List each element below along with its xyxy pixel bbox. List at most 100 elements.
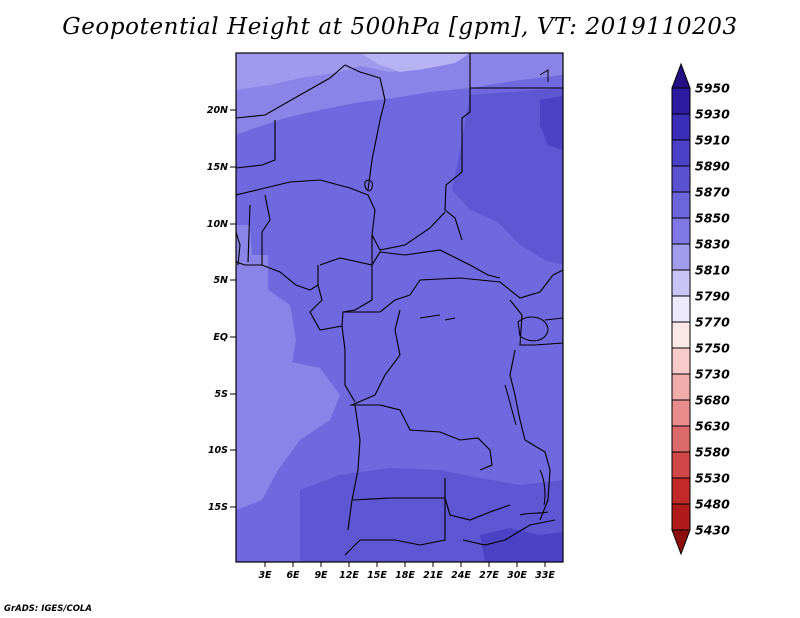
- colorbar-label: 5430: [695, 523, 730, 538]
- lon-label: 18E: [395, 570, 415, 581]
- colorbar-segment: [671, 451, 691, 479]
- colorbar-label: 5480: [695, 497, 730, 512]
- border-uganda-kenya: [509, 299, 563, 346]
- lake-malawi: [539, 469, 546, 506]
- colorbar-segment: [671, 321, 691, 349]
- lon-label: 6E: [286, 570, 300, 581]
- longitude-axis: 3E 6E 9E 12E 15E 18E 21E 24E 27E 30E 33E: [258, 562, 555, 581]
- border-congo-drc: [351, 309, 401, 406]
- field-band-5850-west: [236, 255, 340, 510]
- border-drc-angola: [350, 404, 493, 471]
- colorbar-segment: [671, 295, 691, 323]
- border-cameroon-car: [342, 235, 373, 313]
- lat-label: 5S: [215, 389, 229, 400]
- border-zambia-namibia: [344, 478, 446, 556]
- lake-tanganyika: [504, 384, 517, 426]
- border-drc-north: [409, 269, 563, 299]
- lon-label: 24E: [451, 570, 471, 581]
- colorbar-label: 5750: [695, 341, 730, 356]
- border-car-south: [319, 249, 501, 279]
- lakes: [364, 69, 549, 516]
- map-frame: [235, 52, 564, 563]
- chart-title: Geopotential Height at 500hPa [gpm], VT:…: [62, 14, 738, 40]
- border-ethiopia: [544, 317, 563, 321]
- colorbar-segment: [671, 165, 691, 193]
- colorbar-label: 5850: [695, 211, 730, 226]
- colorbar-segment: [671, 425, 691, 453]
- lon-label: 12E: [339, 570, 359, 581]
- lon-label: 15E: [367, 570, 387, 581]
- height-field: [236, 53, 563, 562]
- border-libya-chad-sudan: [444, 53, 471, 241]
- colorbar-segment: [671, 269, 691, 297]
- border-benin: [261, 194, 271, 265]
- border-angola-south: [351, 497, 511, 521]
- colorbar-segment: [671, 503, 691, 531]
- field-band-5910-ne: [540, 96, 563, 150]
- colorbar-segment: [671, 373, 691, 401]
- lon-label: 9E: [314, 570, 328, 581]
- coastline-gulf-guinea: [236, 261, 319, 291]
- border-malawi: [524, 439, 551, 521]
- coastline-west: [236, 231, 241, 266]
- lat-label: 20N: [207, 105, 228, 116]
- lon-label: 33E: [535, 570, 555, 581]
- border-mali: [236, 120, 276, 169]
- border-gabon-congo: [341, 325, 356, 403]
- lon-label: 21E: [423, 570, 443, 581]
- border-sahel-north: [236, 64, 386, 191]
- border-angola-coast: [347, 404, 361, 531]
- colorbar-segment: [671, 399, 691, 427]
- lat-label: 5N: [213, 275, 228, 286]
- lon-label: 3E: [258, 570, 272, 581]
- border-zimbabwe: [462, 519, 556, 546]
- colorbar-label: 5580: [695, 445, 730, 460]
- colorbar-label: 5910: [695, 133, 730, 148]
- colorbar-label: 5770: [695, 315, 730, 330]
- colorbar-label: 5790: [695, 289, 730, 304]
- border-togo: [247, 204, 251, 263]
- lake-kariba: [519, 511, 549, 516]
- colorbar-label: 5810: [695, 263, 730, 278]
- colorbar-segment: [671, 113, 691, 141]
- colorbar-label: 5530: [695, 471, 730, 486]
- colorbar-label: 5950: [695, 81, 730, 96]
- border-tanzania-west: [509, 349, 526, 441]
- lat-label: EQ: [213, 332, 228, 343]
- colorbar-segment: [671, 191, 691, 219]
- field-band-5910-south: [480, 528, 563, 562]
- colorbar-top-triangle: [671, 62, 691, 89]
- colorbar-segment: [671, 139, 691, 167]
- colorbar-segment: [671, 87, 691, 115]
- nile-delta-mark: [539, 69, 549, 82]
- field-band-5810-north: [360, 53, 470, 72]
- field-band-5890-east: [452, 88, 563, 265]
- latitude-axis: 20N 15N 10N 5N EQ 5S 10S 15S: [207, 105, 236, 513]
- lat-label: 10S: [208, 445, 228, 456]
- lake-victoria: [517, 316, 549, 342]
- colorbar-segment: [671, 477, 691, 505]
- colorbar-label: 5930: [695, 107, 730, 122]
- congo-river-marks: [419, 314, 456, 321]
- lat-label: 10N: [207, 219, 228, 230]
- lat-label: 15N: [207, 162, 228, 173]
- border-cameroon-gabon: [309, 265, 411, 331]
- country-boundaries: [236, 53, 563, 556]
- colorbar-label: 5730: [695, 367, 730, 382]
- lat-label: 15S: [208, 502, 228, 513]
- lake-chad: [364, 179, 373, 192]
- grads-credit: GrADS: IGES/COLA: [4, 604, 92, 614]
- lon-label: 30E: [507, 570, 527, 581]
- colorbar: 5950 5930 5910 5890 5870 5850 5830 5810 5790 5770…: [671, 62, 730, 556]
- colorbar-segment: [671, 217, 691, 245]
- colorbar-label: 5680: [695, 393, 730, 408]
- colorbar-label: 5630: [695, 419, 730, 434]
- colorbar-segment: [671, 347, 691, 375]
- lon-label: 27E: [479, 570, 499, 581]
- colorbar-segment: [671, 243, 691, 271]
- colorbar-bottom-triangle: [671, 529, 691, 556]
- colorbar-label: 5890: [695, 159, 730, 174]
- border-nigeria-chad: [236, 179, 446, 251]
- colorbar-label: 5830: [695, 237, 730, 252]
